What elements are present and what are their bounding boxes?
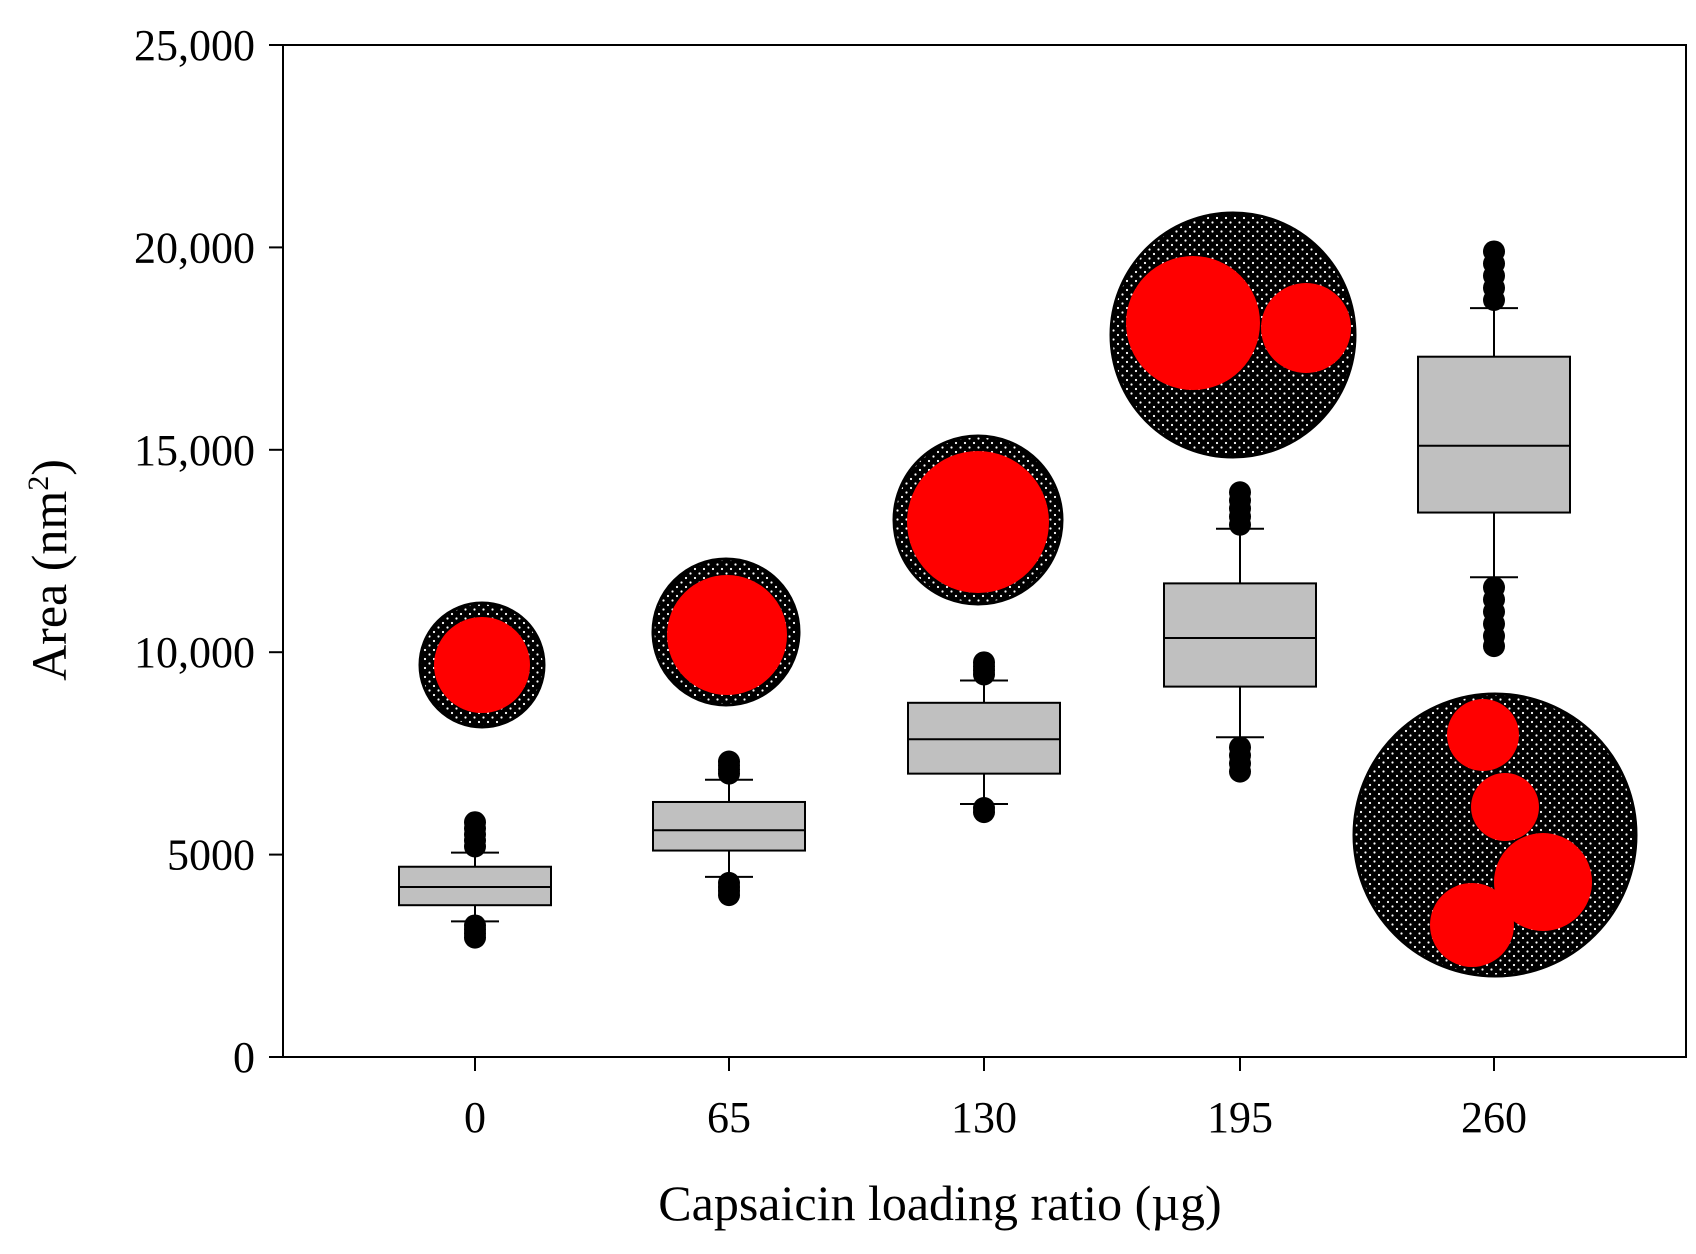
particle-illustration-0: [418, 601, 546, 729]
y-axis-title: Area (nm2): [21, 459, 77, 681]
box-plot-0: [398, 811, 552, 949]
y-tick-label: 20,000: [134, 223, 255, 272]
outlier-point: [973, 651, 995, 674]
particle-illustration-195: [1109, 211, 1357, 459]
outlier-point: [1483, 240, 1505, 263]
outlier-point: [1483, 576, 1505, 599]
box-plots: [398, 240, 1571, 949]
box-iqr: [1417, 355, 1571, 514]
y-axis: 0 5000 10,000 15,000 20,000 25,000: [134, 21, 283, 1082]
x-tick-label: 130: [951, 1093, 1017, 1142]
y-tick-label: 10,000: [134, 628, 255, 677]
box-iqr: [398, 865, 552, 907]
particle-illustration-65: [651, 557, 801, 707]
x-tick-label: 195: [1207, 1093, 1273, 1142]
box-iqr: [652, 800, 806, 852]
box-plot-195: [1163, 481, 1317, 783]
box-plot-65: [652, 750, 806, 907]
x-tick-label: 65: [707, 1093, 751, 1142]
outlier-point: [1229, 736, 1251, 759]
y-tick-label: 5000: [167, 831, 255, 880]
outlier-point: [718, 750, 740, 773]
outlier-point: [718, 871, 740, 894]
particle-illustration-260: [1352, 692, 1638, 978]
outlier-point: [464, 811, 486, 834]
particle-illustration-130: [892, 434, 1064, 606]
outlier-point: [464, 914, 486, 937]
y-axis-title-close: ): [21, 459, 77, 476]
y-tick-label: 15,000: [134, 426, 255, 475]
y-tick-label: 0: [233, 1033, 255, 1082]
outlier-point: [1229, 481, 1251, 504]
y-tick-label: 25,000: [134, 21, 255, 70]
box-iqr: [907, 701, 1061, 775]
box-plot-260: [1417, 240, 1571, 658]
box-iqr: [1163, 582, 1317, 688]
x-tick-label: 0: [464, 1093, 486, 1142]
x-axis: 0 65 130 195 260: [464, 1057, 1527, 1142]
x-tick-label: 260: [1461, 1093, 1527, 1142]
outlier-point: [973, 797, 995, 820]
y-axis-title-main: Area (nm: [21, 491, 77, 681]
x-axis-title: Capsaicin loading ratio (µg): [658, 1175, 1221, 1231]
y-axis-title-superscript: 2: [22, 476, 55, 491]
particle-illustrations: [418, 211, 1638, 978]
box-plot-130: [907, 651, 1061, 824]
